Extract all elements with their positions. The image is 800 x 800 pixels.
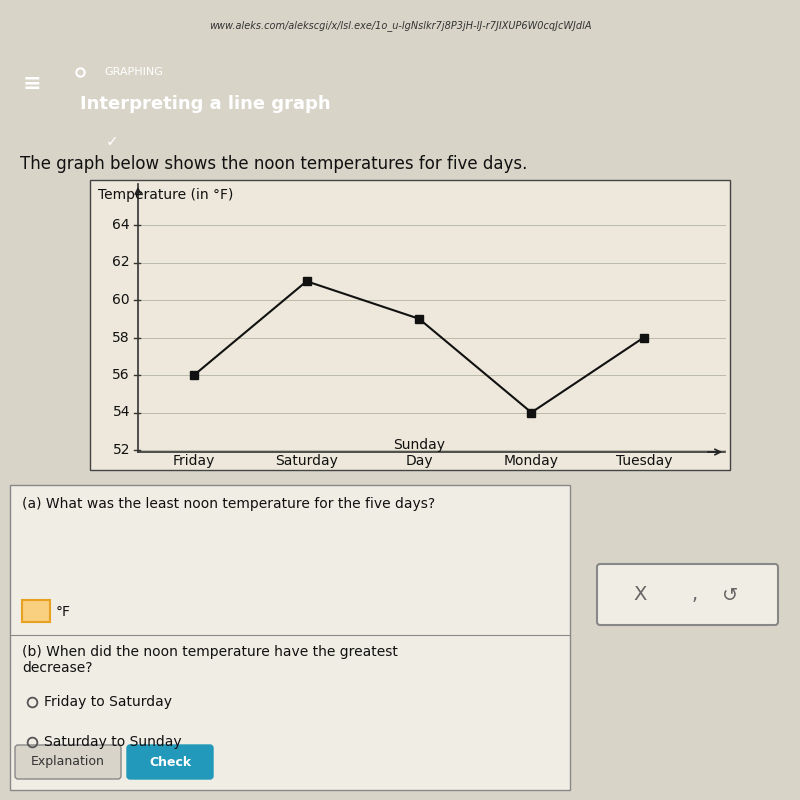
Text: Saturday to Sunday: Saturday to Sunday: [44, 735, 182, 749]
FancyBboxPatch shape: [10, 485, 570, 790]
Text: Interpreting a line graph: Interpreting a line graph: [80, 95, 330, 113]
Text: Saturday: Saturday: [275, 454, 338, 468]
Text: Monday: Monday: [504, 454, 559, 468]
Text: Friday: Friday: [173, 454, 215, 468]
Text: The graph below shows the noon temperatures for five days.: The graph below shows the noon temperatu…: [20, 155, 527, 173]
Text: °F: °F: [56, 605, 71, 619]
Text: 54: 54: [113, 406, 130, 419]
FancyBboxPatch shape: [22, 600, 50, 622]
Text: Friday to Saturday: Friday to Saturday: [44, 695, 172, 709]
Text: (b) When did the noon temperature have the greatest
decrease?: (b) When did the noon temperature have t…: [22, 645, 398, 675]
Text: 52: 52: [113, 443, 130, 457]
Text: ,: ,: [692, 586, 698, 605]
Text: ≡: ≡: [22, 74, 42, 94]
Text: GRAPHING: GRAPHING: [104, 67, 163, 77]
Text: 56: 56: [112, 368, 130, 382]
Text: www.aleks.com/alekscgi/x/lsl.exe/1o_u-lgNslkr7j8P3jH-lJ-r7JIXUP6W0cqJcWJdlA: www.aleks.com/alekscgi/x/lsl.exe/1o_u-lg…: [209, 21, 591, 31]
Text: Explanation: Explanation: [31, 755, 105, 769]
FancyBboxPatch shape: [90, 180, 730, 470]
Text: ✓: ✓: [106, 134, 118, 150]
Text: Sunday
Day: Sunday Day: [393, 438, 445, 468]
Text: 60: 60: [112, 293, 130, 307]
Text: ↺: ↺: [722, 586, 738, 605]
Text: Temperature (in °F): Temperature (in °F): [98, 188, 234, 202]
FancyBboxPatch shape: [597, 564, 778, 625]
FancyBboxPatch shape: [127, 745, 213, 779]
Text: (a) What was the least noon temperature for the five days?: (a) What was the least noon temperature …: [22, 497, 435, 511]
Text: 62: 62: [112, 255, 130, 270]
Text: X: X: [634, 586, 646, 605]
Text: Tuesday: Tuesday: [615, 454, 672, 468]
Text: Check: Check: [149, 755, 191, 769]
Text: 58: 58: [112, 330, 130, 345]
Text: 64: 64: [112, 218, 130, 232]
FancyBboxPatch shape: [15, 745, 121, 779]
